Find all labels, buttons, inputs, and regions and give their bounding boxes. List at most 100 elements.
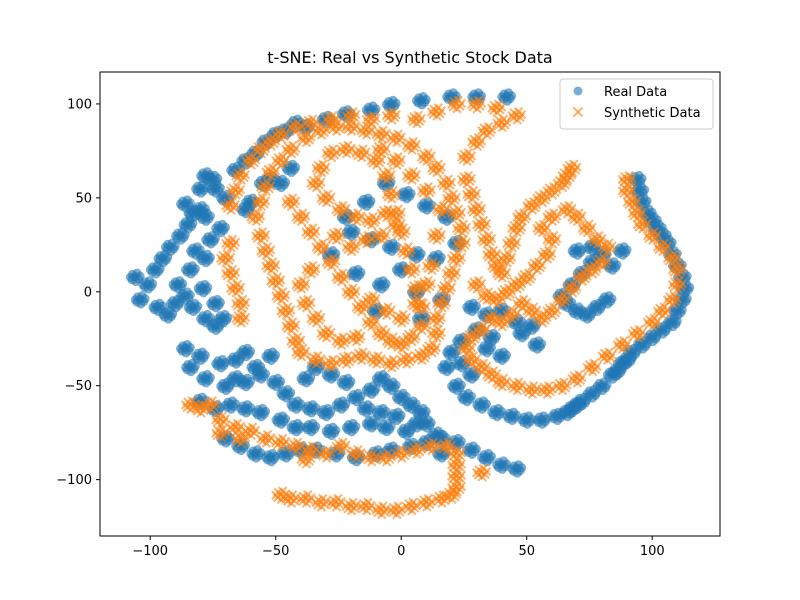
data-point-synthetic xyxy=(482,130,492,140)
data-point-synthetic xyxy=(417,355,427,366)
data-point-synthetic xyxy=(346,126,357,136)
data-point-synthetic xyxy=(266,141,277,152)
data-point-real xyxy=(221,386,231,396)
data-point-synthetic xyxy=(673,269,683,279)
data-point-synthetic xyxy=(397,344,407,354)
data-point-real xyxy=(352,397,362,407)
data-point-real xyxy=(271,382,281,392)
data-point-real xyxy=(492,412,502,422)
data-point-synthetic xyxy=(432,167,442,178)
data-point-synthetic xyxy=(392,137,402,148)
data-point-synthetic xyxy=(397,453,407,463)
data-point-synthetic xyxy=(432,333,442,343)
data-point-synthetic xyxy=(512,228,523,238)
data-point-real xyxy=(166,247,176,257)
data-point-synthetic xyxy=(472,104,482,114)
data-point-real xyxy=(588,247,598,257)
data-point-synthetic xyxy=(367,220,377,230)
data-point-synthetic xyxy=(557,385,568,396)
data-point-synthetic xyxy=(326,261,337,272)
data-point-synthetic xyxy=(457,243,467,253)
data-point-real xyxy=(276,419,286,429)
data-point-synthetic xyxy=(587,367,598,377)
data-point-synthetic xyxy=(367,457,377,467)
data-point-real xyxy=(517,333,527,343)
data-point-synthetic xyxy=(407,506,417,516)
data-point-synthetic xyxy=(397,318,407,328)
data-point-real xyxy=(467,449,477,459)
data-point-synthetic xyxy=(492,107,502,118)
data-point-real xyxy=(241,382,251,392)
data-point-synthetic xyxy=(346,291,357,302)
data-point-real xyxy=(342,382,352,392)
data-point-synthetic xyxy=(658,246,668,257)
data-point-synthetic xyxy=(422,190,432,200)
data-point-real xyxy=(251,453,261,463)
data-point-real xyxy=(211,325,221,335)
data-point-synthetic xyxy=(417,325,427,336)
data-point-real xyxy=(623,359,633,369)
data-point-real xyxy=(256,374,266,384)
data-point-real xyxy=(266,355,276,365)
data-point-real xyxy=(367,389,377,399)
data-point-real xyxy=(136,299,146,309)
data-point-synthetic xyxy=(367,321,377,332)
data-point-synthetic xyxy=(477,472,487,482)
series-layer xyxy=(125,88,695,520)
series-synthetic-data xyxy=(180,95,687,520)
data-point-synthetic xyxy=(502,291,512,302)
data-point-real xyxy=(171,303,181,313)
data-point-synthetic xyxy=(397,231,407,242)
data-point-real xyxy=(467,307,477,317)
data-point-synthetic xyxy=(437,303,447,313)
data-point-real xyxy=(163,314,173,324)
data-point-real xyxy=(196,355,206,365)
data-point-real xyxy=(377,412,387,422)
data-point-synthetic xyxy=(276,442,287,452)
x-tick-label: −100 xyxy=(132,544,168,559)
data-point-real xyxy=(522,419,532,429)
data-point-synthetic xyxy=(427,348,437,358)
chart-title: t-SNE: Real vs Synthetic Stock Data xyxy=(267,48,552,67)
data-point-real xyxy=(216,363,226,373)
data-point-real xyxy=(537,419,547,429)
data-point-synthetic xyxy=(497,382,507,392)
data-point-real xyxy=(241,352,251,362)
data-point-synthetic xyxy=(437,209,447,219)
data-point-synthetic xyxy=(311,359,322,369)
data-point-synthetic xyxy=(261,186,272,197)
data-point-synthetic xyxy=(382,212,392,223)
data-point-synthetic xyxy=(442,288,452,298)
data-point-real xyxy=(176,235,186,245)
data-point-synthetic xyxy=(517,216,528,227)
data-point-real xyxy=(291,404,301,414)
data-point-synthetic xyxy=(557,182,568,193)
data-point-real xyxy=(276,183,286,193)
data-point-synthetic xyxy=(301,459,312,469)
data-point-synthetic xyxy=(261,438,272,448)
data-point-synthetic xyxy=(572,216,583,227)
data-point-synthetic xyxy=(412,449,422,460)
data-point-synthetic xyxy=(367,299,377,309)
data-point-synthetic xyxy=(387,363,397,373)
data-point-real xyxy=(442,367,452,377)
data-point-synthetic xyxy=(547,239,558,249)
data-point-synthetic xyxy=(472,284,482,294)
data-point-synthetic xyxy=(422,502,432,512)
data-point-real xyxy=(266,457,276,467)
data-point-synthetic xyxy=(673,284,683,294)
data-point-real xyxy=(189,307,199,317)
data-point-real xyxy=(392,416,402,426)
data-point-real xyxy=(281,453,291,463)
data-point-synthetic xyxy=(392,224,402,234)
data-point-synthetic xyxy=(407,145,417,155)
data-point-real xyxy=(322,412,332,422)
y-tick-label: −100 xyxy=(56,473,92,488)
data-point-real xyxy=(477,404,487,414)
data-point-synthetic xyxy=(206,404,216,415)
legend: Real Data Synthetic Data xyxy=(559,78,714,130)
data-point-synthetic xyxy=(472,141,482,152)
data-point-real xyxy=(306,427,316,437)
data-point-synthetic xyxy=(497,273,507,283)
data-point-real xyxy=(286,168,296,178)
